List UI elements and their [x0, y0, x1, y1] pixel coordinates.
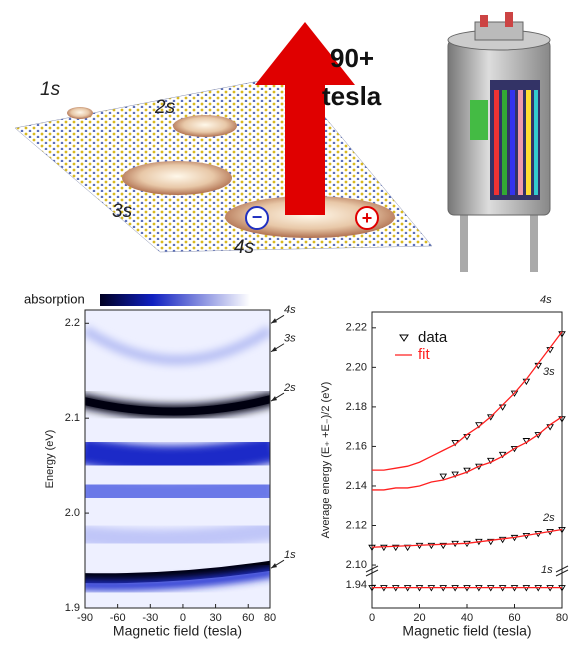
- y-tick-label: 2.1: [65, 412, 80, 424]
- plus-circle: [355, 206, 379, 230]
- field-arrow: [255, 22, 355, 215]
- exciton-4s: [225, 196, 395, 238]
- y-tick-label: 2.20: [346, 361, 367, 373]
- y-tick-label: 1.9: [65, 602, 80, 614]
- fit-line: [371, 528, 563, 548]
- y-tick-label: 2.0: [65, 507, 80, 519]
- x-axis-label: Magnetic field (tesla): [113, 623, 242, 639]
- exciton-2s: [173, 115, 237, 137]
- x-tick-label: -60: [110, 612, 126, 624]
- state-label: 1s: [40, 79, 61, 100]
- y-tick-label: 2.22: [346, 322, 367, 334]
- y-tick-label: 1.94: [346, 579, 367, 591]
- x-tick-label: 20: [413, 612, 425, 624]
- state-label: 2s: [154, 97, 176, 118]
- y-tick-label: 2.2: [65, 317, 80, 329]
- field-value: 90+: [330, 43, 374, 73]
- y-tick-label: 2.12: [346, 519, 367, 531]
- plus-sign: +: [362, 208, 373, 228]
- state-label: 1s: [541, 564, 553, 576]
- annotation-label: 4s: [284, 304, 296, 316]
- data-point: [486, 538, 495, 546]
- arrow-head: [271, 563, 277, 569]
- arrow-head: [271, 346, 277, 352]
- y-axis-label: Energy (eV): [44, 430, 56, 489]
- state-label: 4s: [540, 294, 552, 306]
- x-axis-label: Magnetic field (tesla): [402, 623, 531, 639]
- minus-circle: [245, 206, 269, 230]
- data-point: [380, 544, 388, 552]
- x-tick-label: 60: [508, 612, 520, 624]
- axis-break: [365, 565, 569, 577]
- x-tick-label: 40: [461, 612, 473, 624]
- data-point: [427, 542, 436, 550]
- exciton-3s: [122, 161, 232, 195]
- data-point: [510, 390, 519, 397]
- cryostat: [447, 12, 551, 272]
- arrow-head: [271, 318, 277, 324]
- x-tick-label: 30: [209, 612, 221, 624]
- state-label: 2s: [542, 512, 555, 524]
- data-point: [451, 471, 459, 478]
- colorbar-label: absorption: [24, 291, 85, 306]
- x-tick-label: 80: [556, 612, 568, 624]
- minus-sign: −: [252, 207, 263, 227]
- y-tick-label: 2.16: [346, 440, 367, 452]
- legend-label: data: [418, 329, 448, 346]
- x-tick-label: 80: [264, 612, 276, 624]
- plot-frame: [84, 309, 271, 609]
- y-tick-label: 2.10: [346, 559, 367, 571]
- state-label: 3s: [112, 201, 133, 222]
- annotation-label: 2s: [283, 382, 296, 394]
- data-point: [439, 542, 448, 550]
- colorbar: [100, 294, 250, 306]
- heatmap-image: [85, 310, 270, 608]
- data-point: [463, 467, 471, 475]
- data-point: [486, 457, 495, 465]
- exciton-1s: [67, 107, 93, 119]
- legend-marker: [399, 334, 409, 342]
- x-tick-label: 0: [180, 612, 186, 624]
- y-axis-label: Average energy (E₊ +E₋)/2 (eV): [320, 382, 332, 539]
- y-tick-label: 2.14: [346, 480, 367, 492]
- legend-label: fit: [418, 346, 431, 363]
- data-point: [439, 473, 448, 480]
- x-tick-label: 0: [369, 612, 375, 624]
- plot-frame: [371, 311, 563, 609]
- fit-line: [372, 331, 563, 471]
- field-unit: tesla: [322, 81, 382, 111]
- data-point: [391, 544, 400, 552]
- annotation-label: 1s: [284, 549, 296, 561]
- x-tick-label: 60: [242, 612, 254, 624]
- state-label: 3s: [543, 366, 555, 378]
- data-point: [498, 536, 507, 544]
- annotation-label: 3s: [284, 333, 296, 345]
- fit-line: [372, 416, 563, 491]
- illustration: − + 1s 2s 3s 4s 90+ tesla: [14, 12, 551, 272]
- y-tick-label: 2.18: [346, 401, 367, 413]
- arrow-head: [271, 396, 277, 402]
- x-tick-label: -30: [142, 612, 158, 624]
- data-point: [558, 416, 566, 423]
- state-label: 4s: [234, 237, 255, 258]
- x-tick-label: -90: [77, 612, 93, 624]
